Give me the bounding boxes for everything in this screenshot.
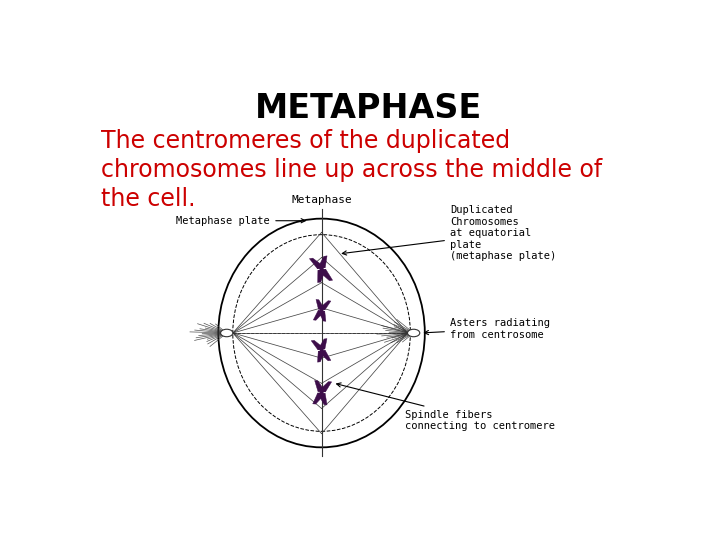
Polygon shape [316, 300, 325, 310]
Ellipse shape [320, 267, 324, 271]
Polygon shape [312, 393, 325, 404]
Polygon shape [310, 258, 325, 269]
Polygon shape [318, 269, 325, 282]
Polygon shape [318, 310, 326, 321]
Polygon shape [318, 339, 327, 350]
Polygon shape [318, 256, 327, 269]
Text: Metaphase: Metaphase [291, 195, 352, 205]
Polygon shape [318, 350, 325, 362]
Polygon shape [318, 301, 331, 310]
Text: Metaphase plate: Metaphase plate [176, 215, 305, 226]
Polygon shape [318, 269, 333, 281]
Text: The centromeres of the duplicated: The centromeres of the duplicated [101, 129, 510, 153]
Ellipse shape [220, 329, 233, 337]
Polygon shape [315, 381, 325, 392]
Polygon shape [313, 310, 325, 320]
Polygon shape [318, 393, 327, 405]
Ellipse shape [408, 329, 420, 337]
Text: the cell.: the cell. [101, 187, 196, 212]
Text: Duplicated
Chromosomes
at equatorial
plate
(metaphase plate): Duplicated Chromosomes at equatorial pla… [342, 205, 556, 261]
Polygon shape [318, 350, 331, 361]
Polygon shape [318, 382, 332, 392]
Ellipse shape [320, 391, 324, 394]
Text: Spindle fibers
connecting to centromere: Spindle fibers connecting to centromere [337, 383, 555, 431]
Text: Asters radiating
from centrosome: Asters radiating from centrosome [424, 318, 550, 340]
Ellipse shape [320, 309, 323, 312]
Text: chromosomes line up across the middle of: chromosomes line up across the middle of [101, 158, 603, 183]
Ellipse shape [320, 349, 323, 352]
Text: METAPHASE: METAPHASE [256, 92, 482, 125]
Polygon shape [311, 340, 325, 350]
